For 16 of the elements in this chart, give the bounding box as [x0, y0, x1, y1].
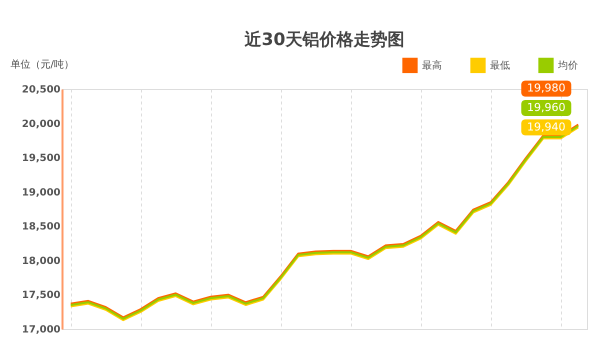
data-label: 19,960: [527, 101, 566, 114]
chart-title: 近30天铝价格走势图: [244, 30, 404, 50]
y-tick-label: 20,500: [22, 84, 61, 96]
y-tick-label: 17,000: [22, 324, 61, 336]
y-tick-label: 19,500: [22, 153, 61, 164]
legend-label: 最低: [490, 60, 510, 72]
legend-label: 最高: [422, 59, 442, 72]
y-tick-label: 19,000: [22, 187, 61, 198]
legend-label: 均价: [557, 59, 578, 72]
y-tick-label: 18,500: [22, 222, 61, 233]
data-label: 19,980: [527, 82, 566, 95]
data-label: 19,940: [527, 120, 566, 134]
y-axis-title: 单位（元/吨）: [10, 58, 74, 70]
y-tick-label: 20,000: [22, 118, 61, 130]
y-tick-label: 17,500: [22, 290, 61, 302]
y-tick-label: 18,000: [22, 256, 61, 267]
